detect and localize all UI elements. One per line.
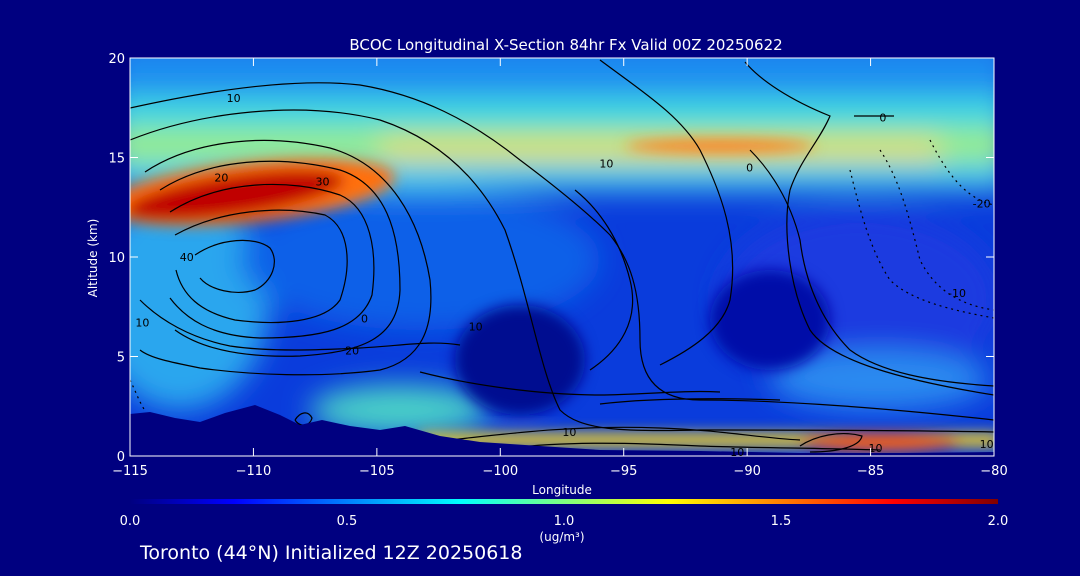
y-tick-label: 15	[108, 152, 125, 167]
contour-line	[294, 412, 313, 426]
x-axis-label: Longitude	[532, 483, 592, 497]
contour-line	[449, 426, 801, 441]
contour-lines	[130, 59, 994, 453]
contour-line	[749, 149, 994, 387]
contour-line	[509, 442, 881, 451]
contour-label: 0	[361, 313, 368, 326]
colorbar-tick-label: 1.5	[771, 514, 792, 529]
contour-line	[419, 371, 721, 396]
x-tick-label: −115	[112, 464, 148, 479]
contour-line	[159, 160, 401, 357]
contour-line	[130, 109, 994, 433]
contour-line	[599, 59, 734, 366]
x-tick-label: −80	[980, 464, 1007, 479]
contour-line	[130, 379, 147, 413]
contour-label: 0	[746, 161, 753, 174]
colorbar-tick-label: 1.0	[554, 514, 575, 529]
field-central-blue	[240, 190, 600, 330]
contour-line	[799, 433, 863, 453]
contour-label: 10	[562, 426, 576, 439]
contour-line	[599, 398, 781, 405]
colorbar-tick-label: 0.5	[337, 514, 358, 529]
contour-label: 40	[180, 251, 194, 264]
contour-label: 10	[730, 446, 744, 459]
run-info-footer: Toronto (44°N) Initialized 12Z 20250618	[140, 542, 523, 564]
terrain	[130, 405, 994, 456]
contour-line	[169, 183, 375, 339]
x-tick-label: −110	[236, 464, 272, 479]
contour-line	[744, 61, 994, 396]
field-upper-orange	[625, 139, 815, 153]
x-tick-label: −90	[733, 464, 760, 479]
colorbar-tick-label: 0.0	[120, 514, 141, 529]
contour-label: 10	[599, 157, 613, 170]
contour-line	[194, 239, 275, 293]
y-tick-label: 10	[108, 251, 125, 266]
y-tick-label: 0	[117, 450, 125, 465]
field-plume-core	[130, 169, 344, 221]
contour-line	[849, 169, 994, 319]
contour-label: 20	[214, 171, 228, 184]
contour-label: 10	[869, 442, 883, 455]
colorbar	[130, 499, 998, 504]
contour-line	[174, 209, 348, 324]
contour-label: 10	[227, 92, 241, 105]
field-low-east	[770, 350, 990, 410]
y-axis-label: Altitude (km)	[86, 219, 100, 298]
field-east-minimum	[710, 270, 830, 370]
x-tick-label: −105	[359, 464, 395, 479]
contour-label: 20	[345, 345, 359, 358]
y-axis: 0 5 10 15 20	[108, 52, 994, 465]
x-tick-label: −95	[610, 464, 637, 479]
colorbar-tick-group: 0.0 0.5 1.0 1.5 2.0	[120, 514, 1009, 529]
contour-line	[574, 189, 634, 371]
contour-line	[139, 139, 432, 376]
field-low-cyan	[310, 385, 490, 435]
y-tick-label: 5	[117, 351, 125, 366]
contour-label: 0	[879, 112, 886, 125]
contour-line	[879, 149, 994, 311]
field-top-band	[130, 58, 994, 100]
field-west-cyan	[130, 190, 270, 410]
x-axis: −115 −110 −105 −100 −95 −90 −85 −80	[112, 58, 1008, 479]
y-tick-label: 20	[108, 52, 125, 67]
plot-area	[130, 58, 994, 456]
contour-line	[130, 82, 994, 421]
colorbar-label: (ug/m³)	[539, 530, 584, 544]
contour-label-group: 10 20 30 40 10 20 0 10 10 0 0 -20 -10 10 10 10 10	[135, 92, 993, 459]
contour-label: -20	[973, 197, 991, 210]
contour-line	[139, 299, 461, 351]
contour-label: 30	[316, 175, 330, 188]
contour-label: -10	[948, 287, 966, 300]
field-surface-orange	[800, 433, 960, 451]
chart-title: BCOC Longitudinal X-Section 84hr Fx Vali…	[349, 36, 782, 54]
concentration-detail	[130, 139, 994, 451]
field-mid-minimum	[455, 305, 585, 415]
contour-label: 10	[980, 438, 994, 451]
colorbar-tick-label: 2.0	[988, 514, 1009, 529]
contour-label: 10	[469, 321, 483, 334]
x-tick-label: −85	[857, 464, 884, 479]
contour-label: 10	[135, 317, 149, 330]
x-tick-label: −100	[482, 464, 518, 479]
contour-line	[929, 139, 994, 206]
